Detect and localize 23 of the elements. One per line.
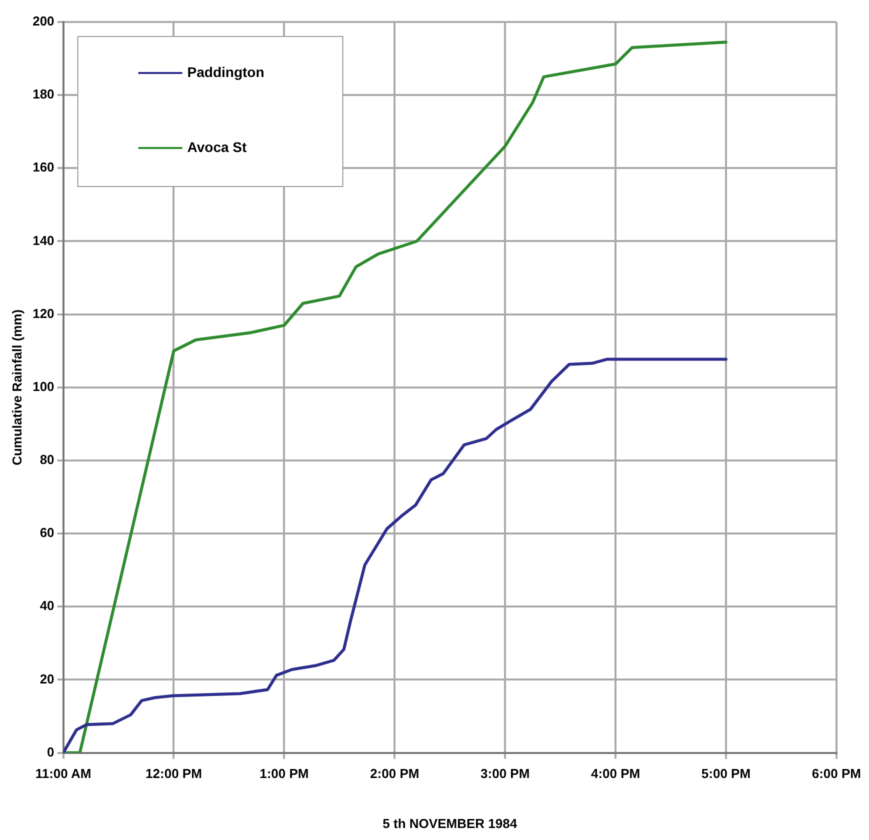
y-tick-label: 100 [32,378,54,394]
x-tick-label: 11:00 AM [35,766,92,782]
y-tick-label: 140 [32,232,54,248]
y-tick-label: 20 [40,671,54,686]
x-tick-label: 6:00 PM [812,766,862,782]
y-tick-label: 60 [40,525,54,540]
y-tick-label: 200 [32,14,54,29]
x-tick-label: 4:00 PM [590,766,640,782]
y-tick-label: 160 [32,160,54,175]
x-tick-label: 3:00 PM [480,766,530,782]
y-tick-label: 120 [32,306,54,321]
x-tick-label: 12:00 PM [146,766,202,782]
y-axis-title: Cumulative Rainfall (mm) [9,309,24,466]
x-tick-label: 1:00 PM [260,766,309,782]
y-tick-label: 40 [40,598,54,614]
legend-label: Avoca St [187,138,248,155]
legend-label: Paddington [187,64,264,80]
y-tick-label: 180 [32,86,54,102]
x-axis-title: 5 th NOVEMBER 1984 [382,816,518,831]
y-tick-label: 80 [40,452,54,468]
x-tick-label: 5:00 PM [701,766,751,782]
y-tick-label: 0 [47,744,54,760]
x-tick-label: 2:00 PM [370,766,420,782]
